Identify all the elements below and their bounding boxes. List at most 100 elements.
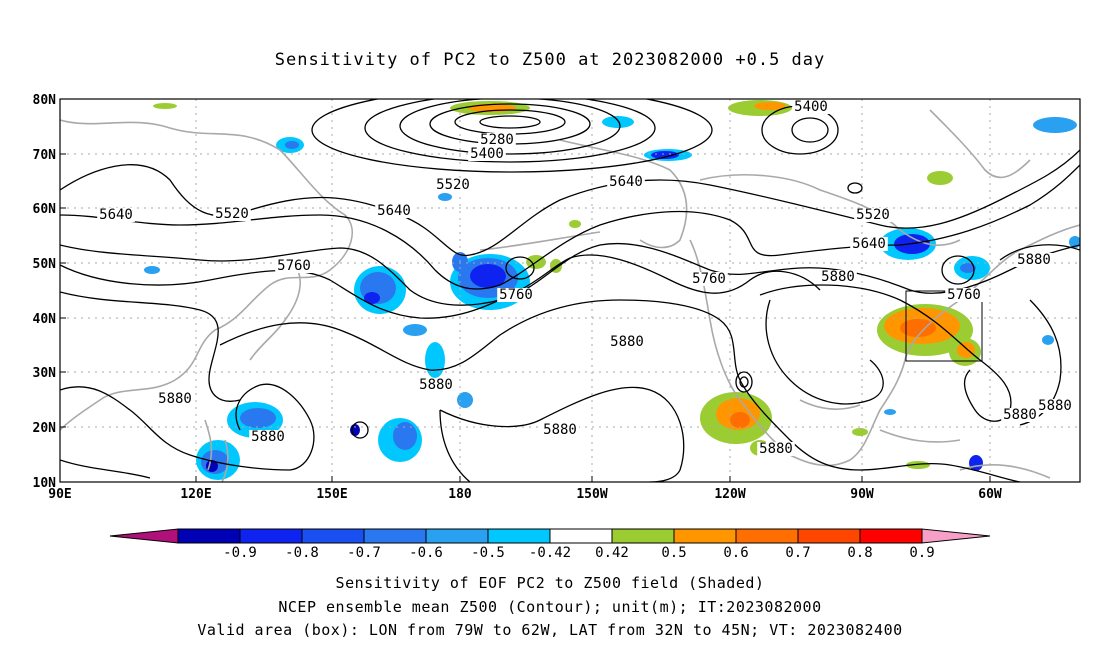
contour-label-bg (156, 392, 194, 406)
negative-area (969, 455, 983, 471)
negative-area (1069, 236, 1080, 248)
contour-line (999, 244, 1080, 261)
colorbar-label: -0.8 (285, 545, 319, 561)
contour-low-center (311, 99, 713, 173)
contour-small-ring (739, 376, 749, 388)
positive-area (957, 342, 975, 358)
positive-area (730, 412, 750, 428)
colorbar-segment (363, 528, 427, 544)
coastline-japan (249, 264, 301, 361)
contour-line (60, 383, 315, 471)
negative-area (403, 324, 427, 336)
contour-label: 5520 (215, 206, 249, 222)
coastline-alaska (559, 139, 688, 249)
contour-label: 5400 (470, 146, 504, 162)
contour-label: 5880 (419, 377, 453, 393)
contour-label-bg (1015, 253, 1053, 267)
footer-line-3: Valid area (box): LON from 79W to 62W, L… (197, 621, 903, 639)
contour-label: 5880 (759, 441, 793, 457)
negative-area (602, 116, 634, 128)
contour-label-bg (757, 442, 795, 456)
contour-line (60, 164, 1080, 290)
contour-label-bg (434, 178, 472, 192)
colorbar-label: 0.9 (909, 545, 934, 561)
colorbar-label: 0.5 (661, 545, 686, 561)
contour-line (765, 299, 884, 405)
contour-label-bg (607, 175, 645, 189)
contour-line (60, 291, 241, 402)
coastline-canada (699, 174, 961, 246)
colorbar-segment (425, 528, 489, 544)
lon-tick-label: 150W (576, 487, 607, 502)
colorbar-segment (797, 528, 861, 544)
contour-line (759, 284, 1012, 422)
negative-area (1042, 335, 1054, 345)
contour-label: 5880 (1003, 407, 1037, 423)
contour-low-center (791, 117, 829, 143)
lat-tick-label: 40N (33, 312, 57, 327)
lat-tick-label: 60N (33, 202, 57, 217)
negative-area (457, 392, 473, 408)
negative-area (470, 264, 506, 288)
lon-tick-label: 180 (448, 487, 472, 502)
colorbar: -0.9 -0.8 -0.7 -0.6 -0.5 -0.42 0.42 0.5 0.6 0.7 0.… (109, 528, 991, 561)
contour-label-bg (945, 288, 983, 302)
colorbar-segment (487, 528, 551, 544)
colorbar-label: -0.6 (409, 545, 443, 561)
contour-line (439, 409, 471, 482)
contour-low-center (847, 182, 863, 194)
lat-tick-label: 50N (33, 257, 57, 272)
contour-small-ring (505, 256, 535, 280)
colorbar-segment (301, 528, 365, 544)
lon-tick-label: 120W (714, 487, 745, 502)
contour-label: 5880 (1038, 398, 1072, 414)
colorbar-label: 0.42 (595, 545, 629, 561)
colorbar-segment (611, 528, 675, 544)
colorbar-label: -0.9 (223, 545, 257, 561)
positive-area (927, 171, 953, 185)
lat-tick-label: 10N (33, 476, 57, 491)
coastlines (60, 109, 1080, 482)
contour-label-bg (375, 204, 413, 218)
lon-tick-label: 150E (316, 487, 347, 502)
coastline-north-america (689, 224, 1080, 467)
lon-tick-label: 120E (180, 487, 211, 502)
positive-area (900, 319, 936, 337)
contour-label-bg (213, 207, 251, 221)
contour-low-center (364, 99, 656, 163)
contour-label: 5760 (947, 287, 981, 303)
contour-label: 5880 (610, 334, 644, 350)
contour-label: 5520 (436, 177, 470, 193)
contour-line (60, 459, 151, 479)
coastline-aleutians (479, 231, 601, 251)
contour-small-ring (941, 255, 975, 285)
lon-tick-label: 90W (850, 487, 874, 502)
contour-label: 5880 (821, 269, 855, 285)
contour-small-ring (351, 421, 369, 439)
positive-area (906, 461, 930, 469)
coastline-gulf (799, 399, 961, 443)
positive-area (754, 102, 786, 110)
colorbar-left-arrow (109, 528, 179, 544)
lon-tick-label: 60W (978, 487, 1002, 502)
contour-label-bg (468, 147, 506, 161)
negative-area (1033, 117, 1077, 133)
footer-line-1: Sensitivity of EOF PC2 to Z500 field (Sh… (335, 574, 765, 592)
colorbar-segment (735, 528, 799, 544)
footer-line-2: NCEP ensemble mean Z500 (Contour); unit(… (278, 598, 822, 616)
contour-label: 5400 (794, 99, 828, 115)
contour-line (60, 254, 821, 319)
contour-label: 5640 (377, 203, 411, 219)
contour-label-bg (854, 208, 892, 222)
contour-label: 5640 (99, 207, 133, 223)
contour-label: 5760 (499, 287, 533, 303)
colorbar-label: -0.42 (529, 545, 571, 561)
lat-tick-label: 70N (33, 148, 57, 163)
contour-small-ring (735, 371, 753, 393)
contour-label-bg (97, 208, 135, 222)
negative-area (285, 141, 299, 149)
contour-label-bg (249, 430, 287, 444)
colorbar-segment (549, 528, 613, 544)
